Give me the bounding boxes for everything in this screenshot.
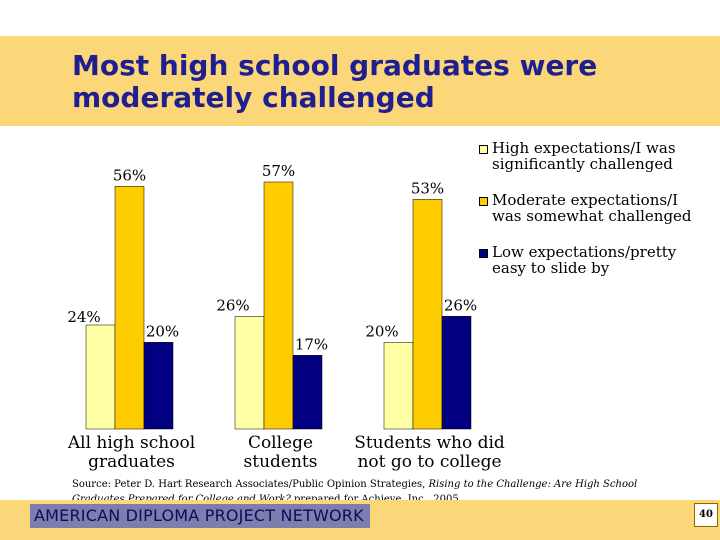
data-label-high-group-2: 26% [216,296,249,314]
legend-label-low-line1: Low expectations/pretty [492,243,677,261]
legend-label-moderate-line2: was somewhat challenged [492,207,692,225]
legend-swatch-high [479,145,488,154]
source-publication: Rising to the Challenge: Are High School… [72,479,638,505]
data-label-high-group-3: 20% [365,322,398,340]
source-suffix: prepared for Achieve, Inc., 2005. [291,494,462,505]
category-label-group-2-line-1: College [248,433,313,453]
data-label-low-group-1: 20% [146,322,179,340]
bar-moderate-group-1 [114,186,145,430]
bar-high-group-2 [234,316,265,430]
category-label-group-3-line-2: not go to college [357,452,501,472]
bar-moderate-group-3 [412,199,443,430]
legend-swatch-moderate [479,197,488,206]
title-band [0,36,720,126]
bar-high-group-3 [383,342,414,430]
bar-moderate-group-2 [263,181,294,430]
data-label-low-group-3: 26% [444,296,477,314]
source-citation: Source: Peter D. Hart Research Associate… [72,477,672,507]
source-prefix: Source: Peter D. Hart Research Associate… [72,479,429,490]
legend-label-low-line2: easy to slide by [492,259,610,277]
legend-item-low: Low expectations/pretty easy to slide by [478,244,713,276]
data-label-moderate-group-1: 56% [113,166,146,184]
bar-low-group-2 [292,355,323,430]
page-number: 40 [694,503,718,527]
legend-label-high-line1: High expectations/I was [492,139,676,157]
legend-label-moderate-line1: Moderate expectations/I [492,191,679,209]
category-label-group-3-line-1: Students who did [354,433,505,453]
bar-high-group-1 [85,324,116,430]
footer-label-box [30,504,370,528]
data-label-moderate-group-3: 53% [411,179,444,197]
slide-title: Most high school graduates were moderate… [72,49,598,114]
data-label-moderate-group-2: 57% [262,162,295,180]
category-label-group-2-line-2: students [244,452,318,472]
footer-network-name: AMERICAN DIPLOMA PROJECT NETWORK [34,506,364,525]
data-label-low-group-2: 17% [295,335,328,353]
category-label-group-1-line-1: All high school [67,433,195,453]
category-label-group-1-line-2: graduates [88,452,175,472]
legend-item-moderate: Moderate expectations/I was somewhat cha… [478,192,713,224]
chart-legend: High expectations/I was significantly ch… [478,140,713,296]
legend-label-high-line2: significantly challenged [492,155,673,173]
legend-swatch-low [479,249,488,258]
bar-low-group-1 [143,342,174,430]
data-label-high-group-1: 24% [67,308,100,326]
bar-low-group-3 [441,316,472,430]
legend-item-high: High expectations/I was significantly ch… [478,140,713,172]
